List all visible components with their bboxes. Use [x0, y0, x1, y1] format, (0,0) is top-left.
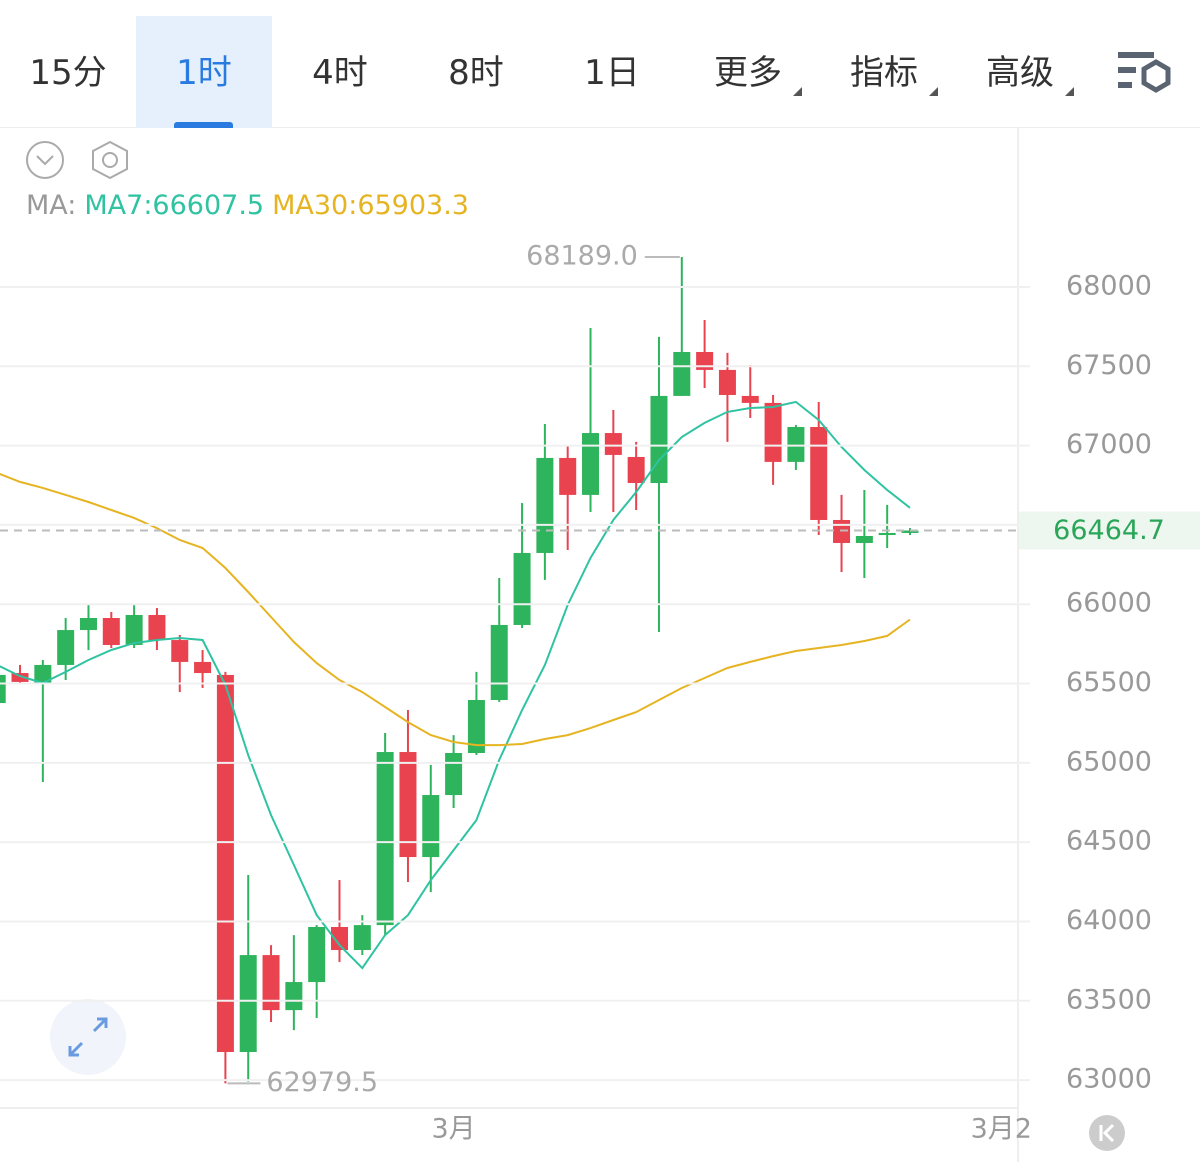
candle-body [673, 351, 691, 396]
candle-body [559, 457, 577, 495]
expand-button[interactable] [50, 999, 126, 1075]
current-price-label: 66464.7 [1053, 515, 1165, 546]
settings-hex-icon[interactable] [92, 140, 128, 180]
y-tick-label: 66000 [1066, 588, 1152, 619]
candle-body [467, 700, 485, 753]
scroll-latest-button[interactable] [1089, 1115, 1125, 1151]
plot-area [0, 256, 919, 1084]
candle-body [194, 661, 212, 674]
candle-body [148, 614, 166, 641]
candle-body [604, 433, 622, 455]
ma-legend: MA: MA7:66607.5 MA30:65903.3 [26, 190, 477, 221]
candle-body [57, 630, 75, 665]
candle-body [787, 427, 805, 462]
candle-body [422, 795, 440, 858]
ma-line [0, 473, 911, 747]
y-tick-label: 67000 [1066, 429, 1152, 460]
current-price-box [1019, 511, 1200, 550]
candle-body [650, 395, 668, 484]
candle-body [513, 552, 531, 625]
layout-settings-icon[interactable] [1118, 52, 1171, 93]
candle-body [741, 395, 759, 403]
x-tick-label: 3月2 [971, 1114, 1032, 1145]
legend-entry: MA7:66607.5 [84, 190, 265, 221]
legend-entry: MA30:65903.3 [272, 190, 469, 221]
y-tick-label: 63000 [1066, 1064, 1152, 1095]
candle-body [855, 535, 873, 543]
timeframe-tab[interactable]: 高级 [952, 16, 1088, 128]
ma-label: MA: [26, 190, 77, 221]
timeframe-tab[interactable]: 更多 [680, 16, 816, 128]
candle-body [445, 752, 463, 796]
candle-body [216, 674, 234, 1053]
candle-body [901, 530, 919, 533]
candle-body [102, 618, 120, 645]
y-tick-label: 65000 [1066, 746, 1152, 777]
candle-body [285, 982, 303, 1011]
candle-body [125, 614, 143, 645]
candle-body [810, 427, 828, 520]
candle-body [331, 927, 348, 951]
candle-body [718, 369, 736, 395]
y-tick-label: 63500 [1066, 984, 1152, 1015]
candle-body [399, 752, 417, 858]
timeframe-tabs: 15分 1时 4时 8时 1日 更多 指标 高级 [0, 0, 1200, 128]
timeframe-tab[interactable]: 8时 [448, 52, 504, 93]
candle-body [79, 618, 97, 631]
x-tick-label: 3月 [432, 1114, 476, 1145]
candle-body [308, 927, 326, 983]
candle-body [490, 624, 508, 701]
y-tick-label: 68000 [1066, 270, 1152, 301]
candle-body [878, 532, 896, 536]
timeframe-tab[interactable]: 4时 [312, 52, 368, 93]
candle-body [764, 402, 782, 462]
candle-body [262, 955, 280, 1011]
annotation-label: 68189.0 [526, 240, 638, 271]
candle-body [376, 752, 394, 926]
candle-body [627, 456, 645, 484]
candle-body [0, 674, 6, 704]
timeframe-tab[interactable]: 15分 [29, 52, 107, 93]
candle-body [582, 433, 600, 495]
candle-body [34, 664, 52, 684]
y-tick-label: 67500 [1066, 350, 1152, 381]
candle-body [171, 640, 189, 662]
collapse-icon[interactable] [26, 141, 64, 179]
candle-body [353, 925, 371, 951]
candle-body [239, 955, 257, 1053]
y-tick-label: 64000 [1066, 905, 1152, 936]
candle-body [536, 457, 554, 553]
candle-body [11, 673, 29, 682]
annotation-label: 62979.5 [266, 1067, 378, 1098]
ma-line [0, 400, 911, 970]
y-tick-label: 64500 [1066, 826, 1152, 857]
y-tick-label: 65500 [1066, 667, 1152, 698]
timeframe-tab[interactable]: 1时 [136, 16, 272, 128]
timeframe-tab[interactable]: 1日 [584, 52, 640, 93]
timeframe-tab[interactable]: 指标 [816, 16, 952, 128]
